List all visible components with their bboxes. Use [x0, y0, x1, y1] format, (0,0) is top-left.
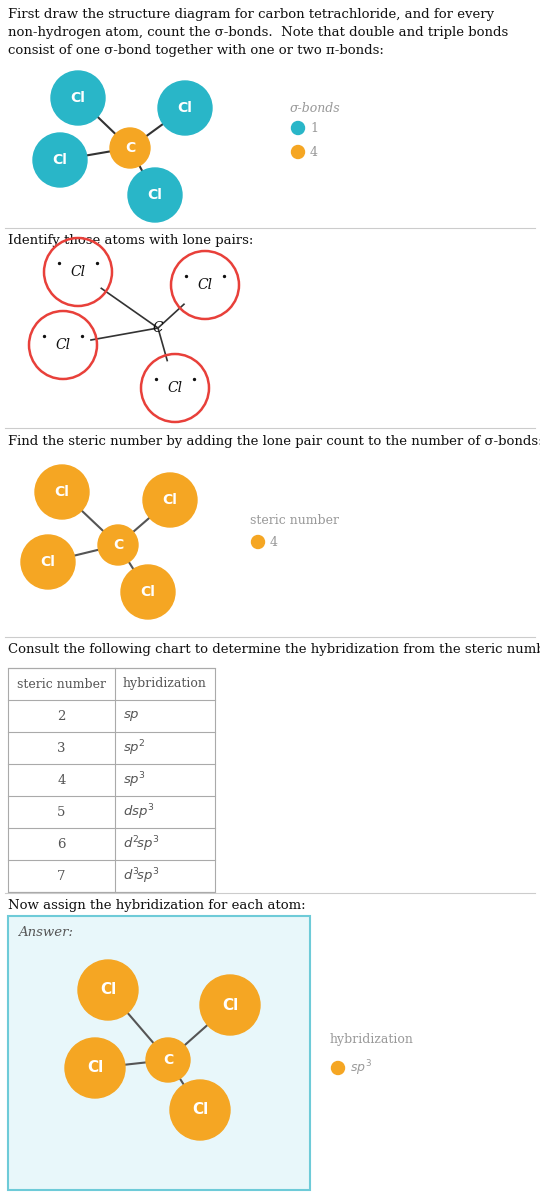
- Text: Cl: Cl: [222, 997, 238, 1013]
- Text: Cl: Cl: [178, 101, 192, 115]
- Text: 5: 5: [57, 806, 66, 819]
- Text: steric number: steric number: [250, 514, 339, 527]
- Circle shape: [121, 565, 175, 619]
- Text: 4: 4: [57, 773, 66, 786]
- Bar: [8, 916, 310, 1190]
- Circle shape: [51, 245, 105, 299]
- Text: Consult the following chart to determine the hybridization from the steric numbe: Consult the following chart to determine…: [8, 643, 540, 656]
- Text: 4: 4: [270, 535, 278, 548]
- Circle shape: [146, 1038, 190, 1082]
- Text: Cl: Cl: [87, 1061, 103, 1075]
- Text: $\mathit{sp}^{2}$: $\mathit{sp}^{2}$: [123, 739, 146, 758]
- Text: Cl: Cl: [56, 338, 71, 352]
- Text: C: C: [153, 321, 163, 335]
- Text: σ-bonds: σ-bonds: [290, 102, 341, 115]
- Circle shape: [170, 1080, 230, 1140]
- Text: Cl: Cl: [198, 278, 213, 292]
- Circle shape: [65, 1038, 125, 1098]
- Circle shape: [332, 1062, 345, 1075]
- Text: $\mathit{sp}^{3}$: $\mathit{sp}^{3}$: [123, 770, 146, 790]
- Circle shape: [36, 318, 90, 372]
- Circle shape: [98, 525, 138, 565]
- Circle shape: [178, 259, 232, 312]
- Circle shape: [252, 535, 265, 548]
- Text: hybridization: hybridization: [123, 678, 207, 691]
- Text: 1: 1: [310, 122, 318, 134]
- Text: 2: 2: [57, 710, 66, 723]
- Text: Cl: Cl: [163, 493, 178, 508]
- Circle shape: [33, 133, 87, 187]
- Circle shape: [143, 473, 197, 527]
- Text: Cl: Cl: [100, 983, 116, 997]
- Text: $\mathit{d}^{2}\!\mathit{sp}^{3}$: $\mathit{d}^{2}\!\mathit{sp}^{3}$: [123, 834, 159, 853]
- Text: 4: 4: [310, 146, 318, 158]
- Circle shape: [292, 146, 305, 158]
- Text: Cl: Cl: [147, 188, 163, 202]
- Text: Cl: Cl: [140, 585, 156, 598]
- Text: hybridization: hybridization: [330, 1033, 414, 1046]
- Text: Find the steric number by adding the lone pair count to the number of σ-bonds:: Find the steric number by adding the lon…: [8, 435, 540, 448]
- Text: Cl: Cl: [167, 381, 183, 395]
- Text: Cl: Cl: [40, 555, 56, 569]
- Text: Cl: Cl: [55, 485, 70, 499]
- Circle shape: [35, 464, 89, 519]
- Text: $\mathit{sp}^{3}$: $\mathit{sp}^{3}$: [350, 1058, 372, 1077]
- Circle shape: [158, 81, 212, 135]
- Text: 7: 7: [57, 869, 66, 882]
- Circle shape: [78, 960, 138, 1020]
- Text: First draw the structure diagram for carbon tetrachloride, and for every
non-hyd: First draw the structure diagram for car…: [8, 8, 508, 57]
- Text: C: C: [125, 141, 135, 154]
- Text: $\mathit{sp}$: $\mathit{sp}$: [123, 709, 140, 723]
- Circle shape: [51, 71, 105, 124]
- Text: Cl: Cl: [52, 153, 68, 168]
- Circle shape: [21, 535, 75, 589]
- Text: Cl: Cl: [70, 265, 85, 279]
- Circle shape: [128, 168, 182, 221]
- Text: Identify those atoms with lone pairs:: Identify those atoms with lone pairs:: [8, 233, 253, 247]
- Circle shape: [110, 128, 150, 168]
- Text: 6: 6: [57, 838, 66, 851]
- Circle shape: [292, 122, 305, 134]
- Text: Answer:: Answer:: [18, 925, 73, 938]
- Text: Cl: Cl: [71, 91, 85, 105]
- Circle shape: [148, 361, 202, 415]
- Circle shape: [200, 976, 260, 1035]
- Text: 3: 3: [57, 741, 66, 754]
- Bar: [8, 668, 215, 892]
- Text: C: C: [163, 1053, 173, 1067]
- Text: $\mathit{dsp}^{3}$: $\mathit{dsp}^{3}$: [123, 802, 154, 822]
- Text: $\mathit{d}^{3}\!\mathit{sp}^{3}$: $\mathit{d}^{3}\!\mathit{sp}^{3}$: [123, 867, 159, 886]
- Text: Cl: Cl: [192, 1102, 208, 1118]
- Text: C: C: [113, 537, 123, 552]
- Text: Now assign the hybridization for each atom:: Now assign the hybridization for each at…: [8, 899, 306, 912]
- Text: steric number: steric number: [17, 678, 106, 691]
